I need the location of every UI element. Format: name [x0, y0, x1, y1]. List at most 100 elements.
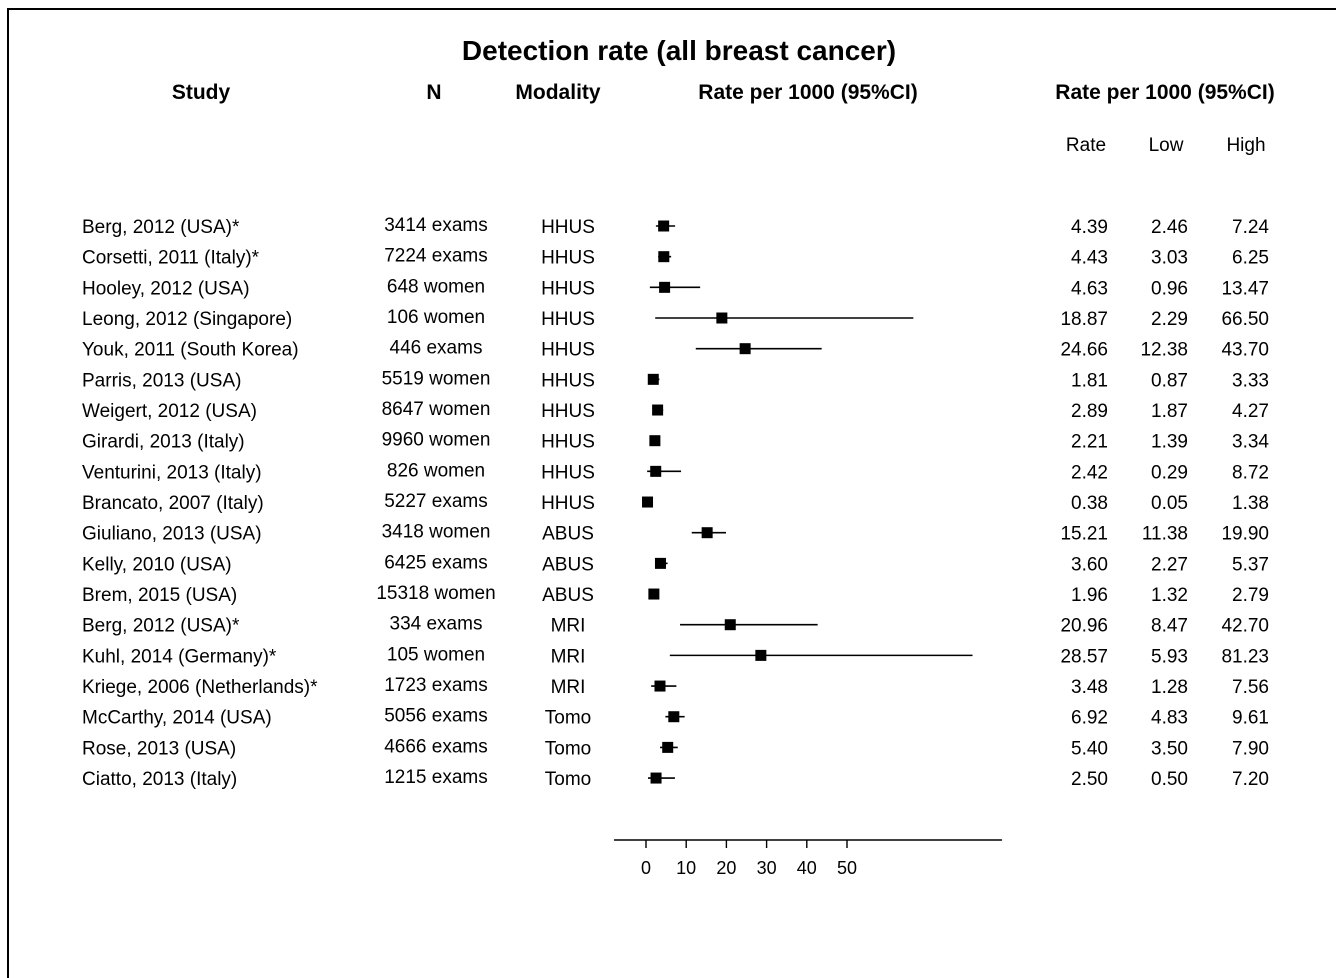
- point-estimate-marker: [650, 465, 662, 477]
- study-row: Venturini, 2013 (Italy) 826 women HHUS 2.42…: [82, 460, 1269, 483]
- study-label: Parris, 2013 (USA): [82, 370, 241, 391]
- low-value: 12.38: [1140, 340, 1188, 361]
- study-row: Hooley, 2012 (USA) 648 women HHUS 4.63 0.96 1…: [82, 276, 1269, 299]
- low-value: 2.46: [1151, 217, 1188, 238]
- header-plot: Rate per 1000 (95%CI): [698, 81, 917, 104]
- modality-label: ABUS: [542, 524, 594, 545]
- modality-label: HHUS: [541, 401, 595, 422]
- modality-label: HHUS: [541, 432, 595, 453]
- study-row: Berg, 2012 (USA)* 3414 exams HHUS 4.39 2.46 7…: [82, 215, 1269, 238]
- point-estimate-marker: [654, 680, 666, 692]
- n-label: 105 women: [387, 644, 485, 665]
- low-value: 8.47: [1151, 616, 1188, 637]
- modality-label: HHUS: [541, 370, 595, 391]
- study-label: Weigert, 2012 (USA): [82, 401, 257, 422]
- study-row: Kuhl, 2014 (Germany)* 105 women MRI 28.57 5.…: [82, 644, 1269, 667]
- modality-label: HHUS: [541, 462, 595, 483]
- point-estimate-marker: [701, 527, 713, 539]
- n-label: 334 exams: [390, 614, 483, 635]
- study-row: Weigert, 2012 (USA) 8647 women HHUS 2.89 1.8…: [82, 399, 1269, 422]
- modality-label: HHUS: [541, 493, 595, 514]
- point-estimate-marker: [658, 251, 670, 263]
- high-value: 42.70: [1221, 616, 1269, 637]
- low-value: 3.50: [1151, 738, 1188, 759]
- study-row: Rose, 2013 (USA) 4666 exams Tomo 5.40 3.50 7.…: [82, 736, 1269, 759]
- point-estimate-marker: [668, 711, 680, 723]
- point-estimate-marker: [648, 588, 660, 600]
- n-label: 5056 exams: [384, 706, 488, 727]
- x-tick-label: 20: [716, 858, 736, 878]
- low-value: 0.96: [1151, 278, 1188, 299]
- study-label: Berg, 2012 (USA)*: [82, 217, 240, 238]
- n-label: 7224 exams: [384, 246, 488, 267]
- n-label: 5227 exams: [384, 491, 488, 512]
- n-label: 15318 women: [376, 583, 495, 604]
- study-row: Corsetti, 2011 (Italy)* 7224 exams HHUS 4.4…: [82, 246, 1269, 269]
- x-tick-label: 10: [676, 858, 696, 878]
- modality-label: Tomo: [545, 769, 591, 790]
- study-label: Kuhl, 2014 (Germany)*: [82, 646, 277, 667]
- point-estimate-marker: [649, 435, 661, 447]
- n-label: 1723 exams: [384, 675, 488, 696]
- study-label: Kelly, 2010 (USA): [82, 554, 232, 575]
- study-label: Brem, 2015 (USA): [82, 585, 237, 606]
- rate-value: 15.21: [1060, 524, 1108, 545]
- subheader-high: High: [1226, 135, 1265, 156]
- subheader-low: Low: [1149, 135, 1184, 156]
- study-row: Kelly, 2010 (USA) 6425 exams ABUS 3.60 2.27 5…: [82, 552, 1269, 575]
- high-value: 13.47: [1221, 278, 1269, 299]
- high-value: 8.72: [1232, 462, 1269, 483]
- study-label: Youk, 2011 (South Korea): [82, 340, 299, 361]
- high-value: 1.38: [1232, 493, 1269, 514]
- figure-frame: [7, 8, 1336, 978]
- rate-value: 1.81: [1071, 370, 1108, 391]
- point-estimate-marker: [724, 619, 736, 631]
- n-label: 826 women: [387, 460, 485, 481]
- point-estimate-marker: [647, 373, 659, 385]
- study-label: Ciatto, 2013 (Italy): [82, 769, 237, 790]
- study-row: McCarthy, 2014 (USA) 5056 exams Tomo 6.92 4.…: [82, 706, 1269, 729]
- high-value: 7.24: [1232, 217, 1269, 238]
- n-label: 4666 exams: [384, 736, 488, 757]
- low-value: 1.87: [1151, 401, 1188, 422]
- rate-value: 4.63: [1071, 278, 1108, 299]
- modality-label: HHUS: [541, 278, 595, 299]
- high-value: 19.90: [1221, 524, 1269, 545]
- low-value: 0.87: [1151, 370, 1188, 391]
- study-rows: Berg, 2012 (USA)* 3414 exams HHUS 4.39 2.46 7…: [82, 215, 1269, 790]
- low-value: 3.03: [1151, 248, 1188, 269]
- subheader-rate: Rate: [1066, 135, 1106, 156]
- point-estimate-marker: [654, 557, 666, 569]
- modality-label: HHUS: [541, 309, 595, 330]
- study-row: Youk, 2011 (South Korea) 446 exams HHUS 24.…: [82, 338, 1269, 361]
- high-value: 7.20: [1232, 769, 1269, 790]
- rate-value: 5.40: [1071, 738, 1108, 759]
- modality-label: MRI: [551, 616, 586, 637]
- rate-value: 2.50: [1071, 769, 1108, 790]
- point-estimate-marker: [652, 404, 664, 416]
- study-label: Hooley, 2012 (USA): [82, 278, 250, 299]
- low-value: 0.05: [1151, 493, 1188, 514]
- chart-title: Detection rate (all breast cancer): [462, 35, 896, 66]
- high-value: 6.25: [1232, 248, 1269, 269]
- low-value: 5.93: [1151, 646, 1188, 667]
- study-row: Brancato, 2007 (Italy) 5227 exams HHUS 0.38…: [82, 491, 1269, 514]
- rate-value: 3.48: [1071, 677, 1108, 698]
- high-value: 5.37: [1232, 554, 1269, 575]
- high-value: 9.61: [1232, 708, 1269, 729]
- modality-label: Tomo: [545, 738, 591, 759]
- n-label: 3418 women: [382, 522, 491, 543]
- x-tick-label: 40: [797, 858, 817, 878]
- study-label: Girardi, 2013 (Italy): [82, 432, 245, 453]
- x-tick-label: 50: [837, 858, 857, 878]
- low-value: 11.38: [1142, 524, 1188, 545]
- study-label: McCarthy, 2014 (USA): [82, 708, 272, 729]
- rate-value: 2.21: [1071, 432, 1108, 453]
- study-label: Brancato, 2007 (Italy): [82, 493, 264, 514]
- point-estimate-marker: [658, 220, 670, 232]
- low-value: 0.29: [1151, 462, 1188, 483]
- low-value: 2.29: [1151, 309, 1188, 330]
- study-row: Ciatto, 2013 (Italy) 1215 exams Tomo 2.50 0.…: [82, 767, 1269, 790]
- point-estimate-marker: [716, 312, 728, 324]
